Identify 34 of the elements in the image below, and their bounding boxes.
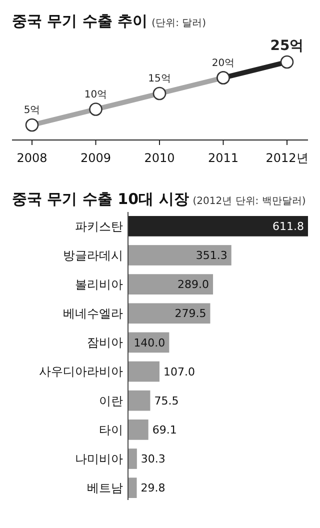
chart-title: 중국 무기 수출 추이	[12, 12, 148, 30]
data-label: 140.0	[134, 336, 166, 350]
data-label: 29.8	[140, 482, 166, 495]
y-tick-label: 타이	[99, 422, 123, 437]
y-tick-label: 방글라데시	[63, 248, 123, 262]
y-tick-label: 나미비아	[75, 452, 123, 466]
x-tick-label: 2010	[144, 151, 175, 165]
y-tick-label: 이란	[99, 394, 123, 408]
x-tick-label: 2012년	[266, 151, 308, 165]
y-tick-label: 베트남	[87, 481, 123, 496]
data-label: 5억	[24, 105, 40, 116]
data-label: 69.1	[152, 424, 177, 437]
y-tick-label: 볼리비아	[75, 278, 123, 292]
data-label: 10억	[84, 89, 108, 100]
x-tick-label: 2008	[16, 151, 48, 165]
x-tick-label: 2011	[208, 151, 239, 165]
data-label: 279.5	[174, 307, 206, 320]
data-label: 25억	[270, 38, 304, 54]
data-label: 30.3	[140, 452, 166, 466]
data-label: 611.8	[272, 220, 304, 234]
chart-title: 중국 무기 수출 10대 시장	[12, 190, 189, 208]
data-label: 15억	[148, 74, 171, 84]
chart-subtitle: (2012년 단위: 백만달러)	[192, 196, 306, 207]
y-tick-label: 베네수엘라	[63, 306, 123, 321]
data-label: 75.5	[154, 394, 179, 408]
y-tick-label: 잠비아	[87, 336, 123, 350]
data-label: 289.0	[178, 278, 210, 292]
chart-subtitle: (단위: 달러)	[152, 18, 206, 29]
data-label: 107.0	[163, 365, 195, 378]
y-tick-label: 사우디아라비아	[39, 364, 123, 379]
y-tick-label: 파키스탄	[75, 219, 123, 234]
data-label: 351.3	[196, 249, 228, 262]
data-label: 20억	[212, 58, 235, 69]
x-tick-label: 2009	[80, 151, 112, 165]
